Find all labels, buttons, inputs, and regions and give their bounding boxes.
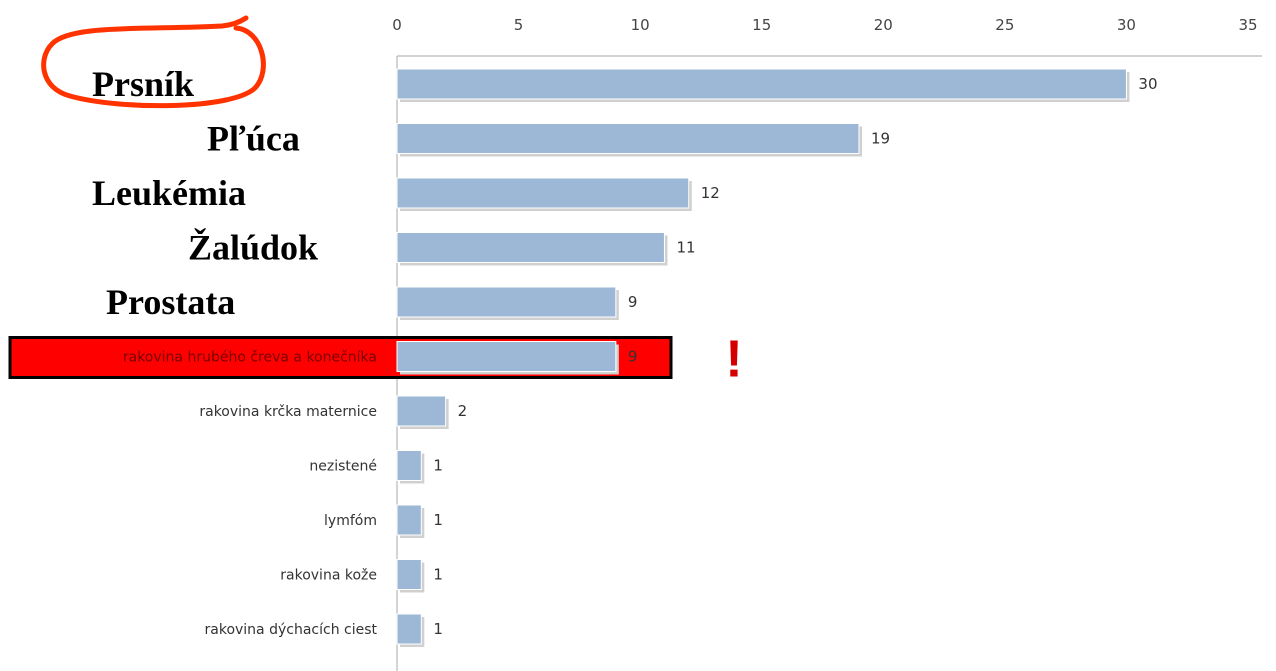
category-label: lymfóm — [324, 513, 377, 529]
hand-drawn-circle — [41, 15, 266, 109]
bar-value-label: 19 — [871, 130, 890, 148]
bar — [396, 504, 422, 536]
category-label: rakovina krčka maternice — [199, 404, 377, 420]
category-label: rakovina hrubého čreva a konečníka — [123, 350, 377, 366]
bar — [396, 232, 665, 263]
bar-value-label: 1 — [433, 457, 443, 475]
bar-value-label: 2 — [458, 402, 468, 420]
bar-value-label: 30 — [1138, 75, 1157, 93]
exclamation-annotation: ! — [725, 331, 742, 389]
bar-value-label: 12 — [701, 184, 720, 202]
bar — [396, 123, 860, 154]
category-label: Žalúdok — [188, 228, 318, 268]
bar — [396, 286, 617, 318]
bar-value-label: 11 — [676, 239, 695, 257]
category-label: rakovina dýchacích ciest — [205, 622, 378, 638]
bar-value-label: 9 — [628, 293, 638, 311]
category-label: Prsník — [92, 64, 194, 104]
category-label: Pľúca — [207, 119, 300, 159]
bar-value-label: 1 — [433, 566, 443, 584]
bar — [396, 68, 1127, 100]
bar-value-label: 1 — [433, 511, 443, 529]
x-tick-label: 35 — [1238, 16, 1257, 34]
category-label: Leukémia — [92, 173, 246, 213]
bar — [396, 559, 422, 590]
bar-value-label: 9 — [628, 348, 638, 366]
bar — [396, 177, 690, 209]
x-axis: 0 5 10 15 20 25 30 35 — [392, 16, 1262, 671]
category-label: rakovina kože — [280, 568, 377, 584]
x-tick-label: 0 — [392, 16, 402, 34]
bar — [396, 341, 617, 372]
bar — [396, 395, 447, 427]
category-label: Prostata — [106, 282, 235, 322]
bar — [396, 613, 422, 645]
x-tick-label: 20 — [874, 16, 893, 34]
category-label: nezistené — [309, 459, 377, 475]
bar — [396, 450, 422, 481]
x-tick-label: 25 — [995, 16, 1014, 34]
x-tick-label: 15 — [752, 16, 771, 34]
x-tick-label: 30 — [1117, 16, 1136, 34]
x-tick-label: 5 — [514, 16, 524, 34]
bar-value-label: 1 — [433, 620, 443, 638]
annotations: ! — [41, 15, 743, 389]
x-tick-label: 10 — [631, 16, 650, 34]
category-labels: Prsník Pľúca Leukémia Žalúdok Prostata rakovi… — [92, 64, 378, 638]
